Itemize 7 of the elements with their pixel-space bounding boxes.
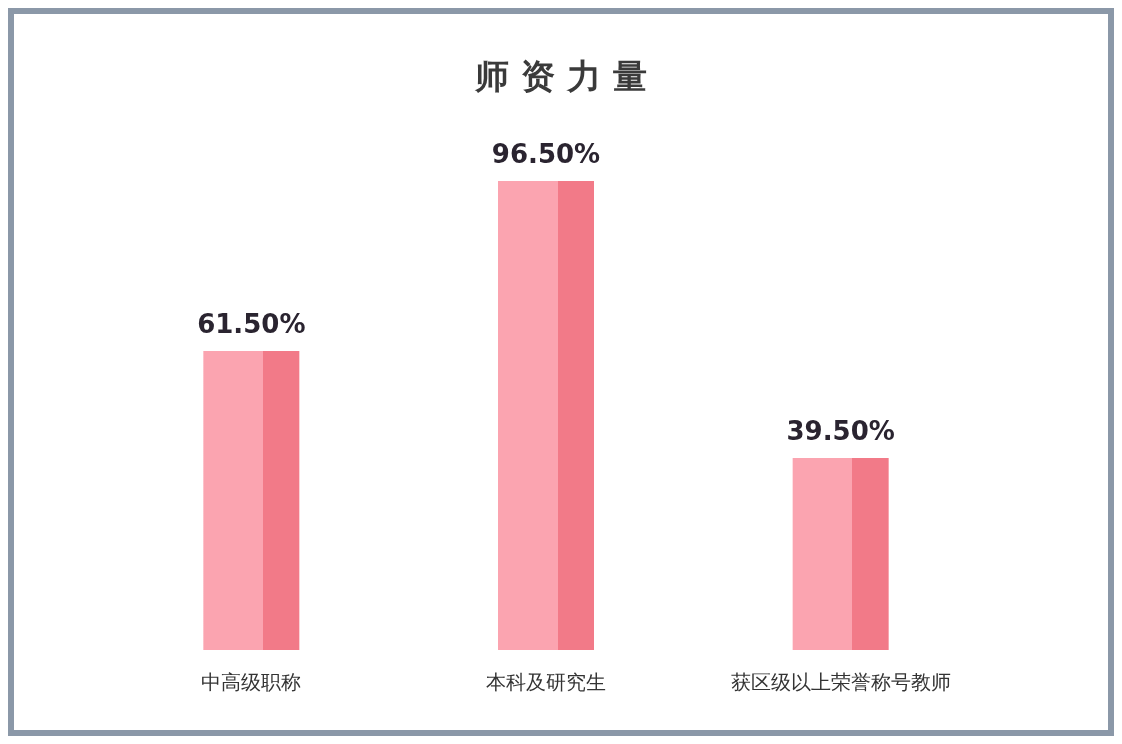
x-tick-label: 获区级以上荣誉称号教师 (730, 670, 951, 694)
data-label: 39.50% (786, 416, 895, 447)
chart-title: 师 资 力 量 (474, 56, 647, 96)
data-label: 61.50% (197, 309, 306, 340)
x-tick-label: 本科及研究生 (486, 670, 606, 694)
data-label: 96.50% (491, 139, 601, 170)
x-tick-label: 中高级职称 (201, 670, 302, 694)
